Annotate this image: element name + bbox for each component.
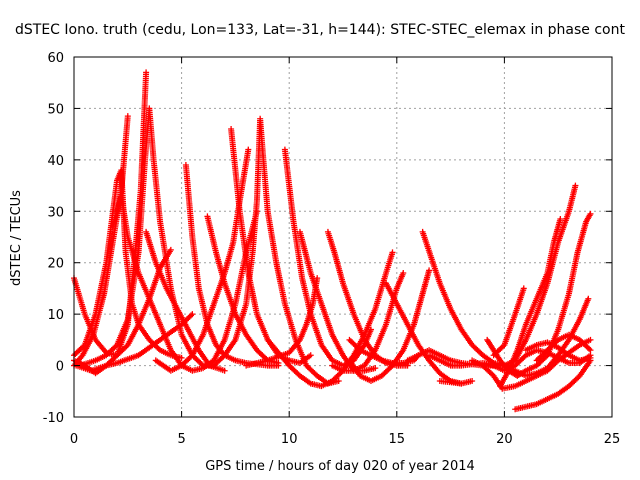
data-point xyxy=(426,267,433,274)
series-arc-26 xyxy=(436,378,476,387)
data-point xyxy=(553,338,560,345)
series-arc-33 xyxy=(533,331,594,364)
y-tick-label: 30 xyxy=(47,205,64,220)
y-tick-label: 40 xyxy=(47,154,64,169)
data-point xyxy=(221,367,228,374)
data-point xyxy=(245,146,252,153)
x-axis-label: GPS time / hours of day 020 of year 2014 xyxy=(205,459,475,474)
chart-title: dSTEC Iono. truth (cedu, Lon=133, Lat=-3… xyxy=(15,22,625,38)
data-point xyxy=(355,345,362,352)
ticks: 0 5 10 15 20 25 -10 0 10 20 30 40 50 60 xyxy=(43,51,621,447)
data-point xyxy=(188,312,195,319)
x-tick-label: 15 xyxy=(389,432,406,447)
data-point xyxy=(123,343,130,350)
x-tick-label: 20 xyxy=(496,432,513,447)
data-point xyxy=(586,345,593,352)
data-point xyxy=(167,246,174,253)
series-arc-29 xyxy=(497,216,564,390)
series-arc-28 xyxy=(484,210,594,379)
data-point xyxy=(143,69,150,76)
x-tick-label: 0 xyxy=(70,432,78,447)
data-point xyxy=(112,343,119,350)
data-point xyxy=(587,354,594,361)
x-tick-label: 5 xyxy=(177,432,185,447)
data-point xyxy=(521,353,528,360)
data-point xyxy=(585,295,592,302)
series-arc-17 xyxy=(264,249,396,390)
series-arc-07 xyxy=(73,311,196,374)
data-point xyxy=(572,182,579,189)
plot-frame xyxy=(73,56,613,418)
data-point xyxy=(587,347,594,354)
y-tick-label: 50 xyxy=(47,102,64,117)
y-tick-label: 60 xyxy=(47,51,64,66)
data-point xyxy=(178,354,185,361)
data-point xyxy=(469,378,476,384)
y-tick-label: 0 xyxy=(56,360,64,375)
series-arc-30 xyxy=(490,285,527,359)
y-tick-label: 20 xyxy=(47,257,64,272)
x-tick-label: 25 xyxy=(604,432,621,447)
data-point xyxy=(372,365,379,372)
series-arc-21 xyxy=(346,267,433,384)
series-arc-11 xyxy=(204,213,282,366)
series-arc-27 xyxy=(469,336,594,392)
data-point xyxy=(155,345,162,352)
data-point xyxy=(112,353,119,360)
data-point xyxy=(189,311,196,318)
data-point xyxy=(587,210,594,217)
data-layer xyxy=(71,69,594,413)
data-point xyxy=(389,249,396,256)
data-point xyxy=(400,270,407,276)
data-point xyxy=(335,378,342,384)
series-arc-05 xyxy=(77,105,217,369)
y-tick-label: -10 xyxy=(43,411,64,426)
x-tick-label: 10 xyxy=(281,432,298,447)
data-point xyxy=(500,343,507,350)
data-point xyxy=(557,216,564,222)
y-axis-label: dSTEC / TECUs xyxy=(9,190,24,286)
series-arc-23 xyxy=(419,182,579,369)
series-arc-31 xyxy=(512,357,594,413)
data-point xyxy=(587,336,594,343)
data-point xyxy=(124,113,131,120)
y-tick-label: 10 xyxy=(47,308,64,323)
data-point xyxy=(307,352,314,359)
data-point xyxy=(275,360,282,366)
data-point xyxy=(520,285,527,292)
